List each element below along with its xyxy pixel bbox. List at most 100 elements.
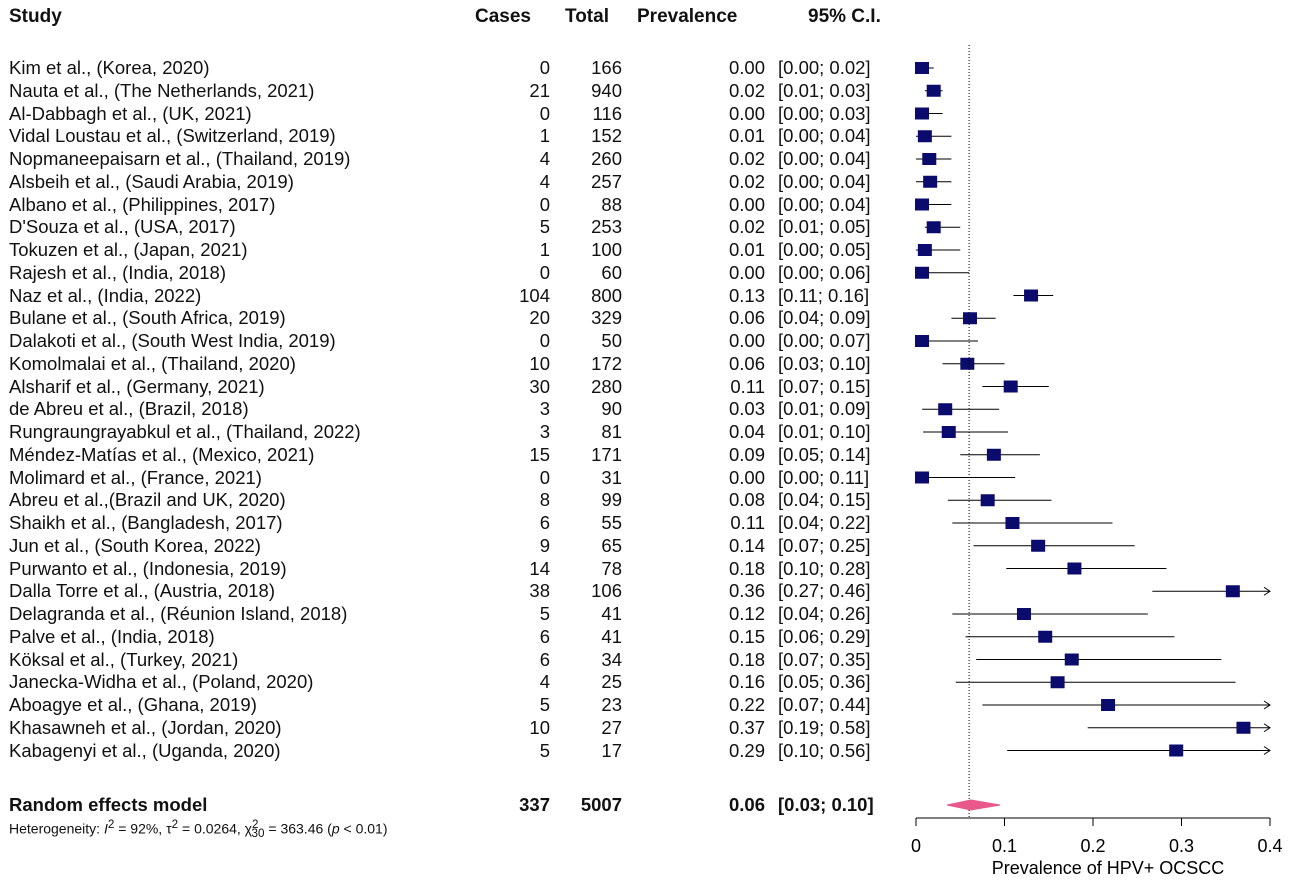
estimate-marker xyxy=(1003,380,1018,393)
study-ci: [0.06; 0.29] xyxy=(778,625,871,647)
header-cases: Cases xyxy=(475,6,531,27)
estimate-marker xyxy=(1101,699,1116,711)
study-prevalence: 0.12 xyxy=(728,603,765,624)
study-name: Palve et al., (India, 2018) xyxy=(9,625,215,647)
study-name: Tokuzen et al., (Japan, 2021) xyxy=(9,239,248,260)
summary-label: Random effects model xyxy=(9,794,208,815)
summary-cases: 337 xyxy=(519,794,550,815)
study-prevalence: 0.00 xyxy=(728,102,765,124)
estimate-marker xyxy=(1236,721,1251,734)
estimate-marker xyxy=(1225,585,1240,598)
study-total: 106 xyxy=(591,580,622,602)
study-cases: 8 xyxy=(539,489,550,511)
study-ci: [0.04; 0.22] xyxy=(778,512,871,533)
study-prevalence: 0.06 xyxy=(728,307,765,329)
study-cases: 14 xyxy=(529,557,550,579)
study-total: 27 xyxy=(601,716,622,738)
study-ci: [0.07; 0.35] xyxy=(778,648,871,670)
study-cases: 0 xyxy=(539,193,550,215)
study-prevalence: 0.02 xyxy=(728,79,765,101)
study-name: de Abreu et al., (Brazil, 2018) xyxy=(9,398,249,420)
summary-ci: [0.03; 0.10] xyxy=(778,794,874,815)
estimate-marker xyxy=(1031,539,1046,552)
study-ci: [0.00; 0.04] xyxy=(778,148,871,169)
study-ci: [0.10; 0.56] xyxy=(778,739,871,761)
study-prevalence: 0.01 xyxy=(728,125,765,147)
study-cases: 30 xyxy=(529,375,550,397)
study-prevalence: 0.06 xyxy=(728,352,765,374)
study-cases: 1 xyxy=(539,125,550,147)
study-ci: [0.00; 0.06] xyxy=(778,261,871,283)
study-ci: [0.01; 0.10] xyxy=(778,421,871,442)
study-name: Dalakoti et al., (South West India, 2019… xyxy=(9,330,336,351)
study-total: 88 xyxy=(601,193,622,215)
study-ci: [0.00; 0.04] xyxy=(778,193,871,215)
estimate-marker xyxy=(915,198,929,211)
study-ci: [0.04; 0.15] xyxy=(778,489,871,511)
estimate-marker xyxy=(926,221,941,234)
estimate-marker xyxy=(1024,289,1039,302)
study-total: 172 xyxy=(591,352,622,374)
study-prevalence: 0.22 xyxy=(728,694,765,715)
study-cases: 5 xyxy=(539,216,550,238)
study-name: Vidal Loustau et al., (Switzerland, 2019… xyxy=(9,125,336,147)
study-prevalence: 0.02 xyxy=(728,148,765,169)
study-name: Aboagye et al., (Ghana, 2019) xyxy=(9,694,257,715)
estimate-marker xyxy=(926,84,941,97)
study-name: Nauta et al., (The Netherlands, 2021) xyxy=(9,79,315,101)
estimate-marker xyxy=(941,426,956,438)
study-prevalence: 0.00 xyxy=(728,466,765,488)
study-cases: 4 xyxy=(539,148,550,169)
study-cases: 5 xyxy=(539,603,550,624)
study-cases: 3 xyxy=(539,421,550,442)
ci-arrow xyxy=(1263,746,1271,755)
header-prevalence: Prevalence xyxy=(637,6,738,27)
x-axis-label: Prevalence of HPV+ OCSCC xyxy=(992,858,1225,878)
study-ci: [0.07; 0.15] xyxy=(778,375,871,397)
study-ci: [0.11; 0.16] xyxy=(778,284,870,306)
study-total: 78 xyxy=(601,557,622,579)
heterogeneity-text: Heterogeneity: I2 = 92%, τ2 = 0.0264, χ2… xyxy=(9,818,388,841)
study-name: Janecka-Widha et al., (Poland, 2020) xyxy=(9,671,314,693)
study-total: 800 xyxy=(591,284,622,306)
study-prevalence: 0.00 xyxy=(728,330,765,351)
study-cases: 10 xyxy=(529,716,550,738)
study-prevalence: 0.18 xyxy=(728,557,765,579)
study-prevalence: 0.15 xyxy=(728,625,765,647)
estimate-marker xyxy=(1038,630,1053,643)
study-ci: [0.00; 0.11] xyxy=(778,466,870,488)
study-total: 50 xyxy=(601,330,622,351)
study-total: 253 xyxy=(591,216,622,238)
estimate-marker xyxy=(960,357,975,370)
study-cases: 0 xyxy=(539,57,550,78)
study-name: Méndez-Matías et al., (Mexico, 2021) xyxy=(9,443,315,465)
study-cases: 5 xyxy=(539,694,550,715)
estimate-marker xyxy=(1050,676,1065,689)
estimate-marker xyxy=(938,403,953,416)
estimate-marker xyxy=(915,62,929,74)
study-cases: 20 xyxy=(529,307,550,329)
study-name: Dalla Torre et al., (Austria, 2018) xyxy=(9,580,275,602)
study-cases: 4 xyxy=(539,170,550,192)
estimate-marker xyxy=(1005,517,1020,529)
header-study: Study xyxy=(9,6,62,27)
study-ci: [0.00; 0.04] xyxy=(778,125,871,147)
study-prevalence: 0.02 xyxy=(728,216,765,238)
study-name: Albano et al., (Philippines, 2017) xyxy=(9,193,276,215)
study-total: 940 xyxy=(591,79,622,101)
study-cases: 5 xyxy=(539,739,550,761)
study-ci: [0.07; 0.44] xyxy=(778,694,871,715)
summary-total: 5007 xyxy=(580,794,622,815)
study-name: Naz et al., (India, 2022) xyxy=(9,284,202,306)
x-tick-label: 0.2 xyxy=(1080,836,1105,856)
study-cases: 0 xyxy=(539,466,550,488)
estimate-marker xyxy=(986,448,1001,461)
estimate-marker xyxy=(915,335,929,347)
study-prevalence: 0.37 xyxy=(728,716,765,738)
study-prevalence: 0.29 xyxy=(728,739,765,761)
study-total: 34 xyxy=(601,648,622,670)
study-prevalence: 0.08 xyxy=(728,489,765,511)
ci-arrow xyxy=(1263,700,1271,710)
study-prevalence: 0.18 xyxy=(728,648,765,670)
